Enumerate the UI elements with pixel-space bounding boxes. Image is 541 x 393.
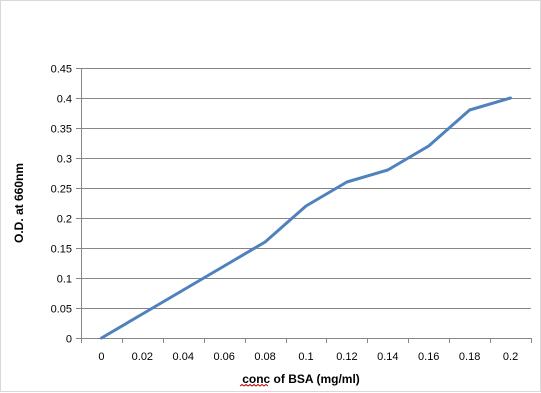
axes	[76, 68, 532, 343]
y-tick-label: 0.1	[57, 274, 72, 286]
x-tick-label: 0.12	[336, 351, 357, 363]
x-tick-label: 0	[98, 351, 104, 363]
y-axis-title: O.D. at 660nm	[12, 163, 26, 243]
gridlines	[81, 68, 531, 309]
x-tick-label: 0.14	[377, 351, 398, 363]
y-tick-label: 0.35	[51, 124, 72, 136]
y-tick-label: 0	[66, 334, 72, 346]
y-tick-label: 0.3	[57, 154, 72, 166]
y-tick-label: 0.25	[51, 184, 72, 196]
y-tick-label: 0.4	[57, 94, 72, 106]
series-lines	[100, 96, 512, 340]
y-tick-label: 0.15	[51, 244, 72, 256]
x-tick-label: 0.1	[298, 351, 313, 363]
y-tick-labels: 0 0.05 0.1 0.15 0.2 0.25 0.3 0.35 0.4 0.45	[51, 64, 72, 346]
x-tick-label: 0.2	[503, 351, 518, 363]
y-tick-label: 0.2	[57, 214, 72, 226]
x-tick-label: 0.18	[459, 351, 480, 363]
spellcheck-underline	[239, 383, 269, 387]
x-tick-label: 0.04	[173, 351, 194, 363]
x-tick-labels: 0 0.02 0.04 0.06 0.08 0.1 0.12 0.14 0.16 0.18 0.2	[98, 351, 518, 363]
x-tick-label: 0.16	[418, 351, 439, 363]
x-axis-title: conc of BSA (mg/ml)	[242, 372, 360, 386]
x-tick-label: 0.08	[254, 351, 275, 363]
y-tick-label: 0.45	[51, 64, 72, 76]
x-tick-label: 0.06	[213, 351, 234, 363]
x-tick-label: 0.02	[132, 351, 153, 363]
y-tick-label: 0.05	[51, 304, 72, 316]
series-line	[100, 96, 512, 340]
